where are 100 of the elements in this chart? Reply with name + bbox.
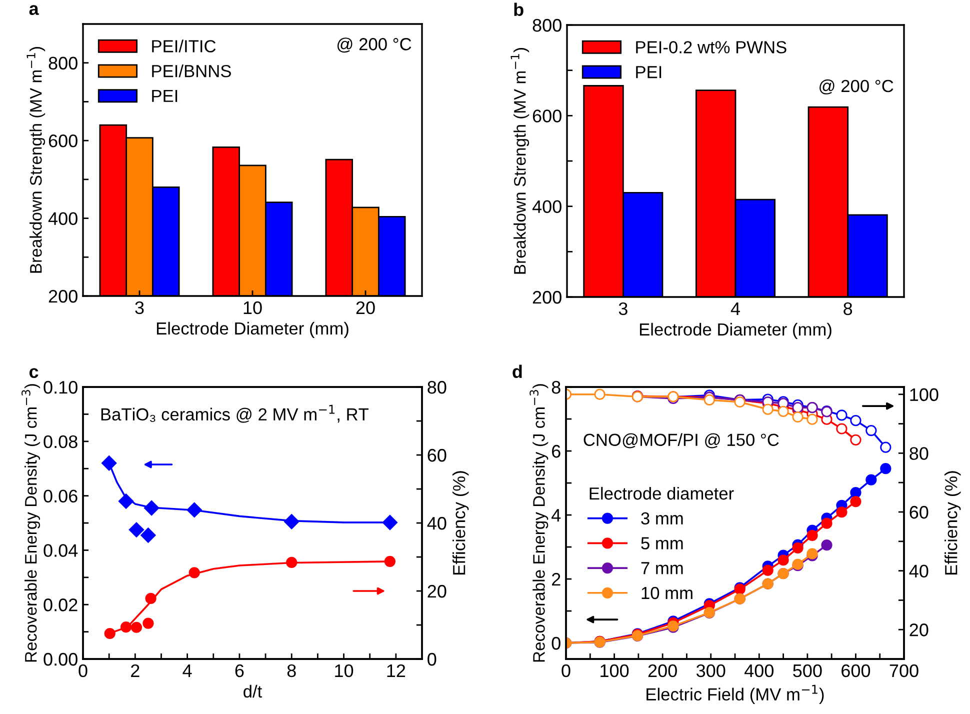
point: [880, 442, 892, 453]
y-tick-label: 6: [552, 444, 560, 458]
y-tick-label: 400: [48, 212, 78, 226]
point: [866, 474, 877, 486]
x-tick-label: 10: [244, 301, 262, 314]
y-tick-label: 0.02: [44, 598, 78, 612]
x-tick-label: 700: [890, 664, 918, 678]
y-tick-label: 400: [532, 200, 562, 214]
legend-label: PEI-0.2 wt% PWNS: [636, 41, 786, 54]
y2-tick-label: 80: [428, 380, 446, 394]
x-tick-label: 0: [562, 664, 570, 678]
x-tick-label: 300: [696, 664, 726, 678]
annotation: CNO@MOF/PI @ 150 °C: [584, 433, 779, 448]
point: [821, 518, 832, 529]
y-tick-label: 800: [48, 56, 78, 70]
point: [734, 396, 746, 408]
legend-label: 3 mm: [641, 512, 683, 525]
legend-title: Electrode diameter: [590, 486, 734, 500]
y2-tick-label: 40: [909, 564, 928, 578]
point: [880, 463, 892, 474]
x-axis-title: Electrode Diameter (mm): [156, 322, 348, 338]
x-tick-label: 4: [730, 302, 740, 315]
point: [850, 414, 862, 426]
x-tick-label: 3: [135, 301, 144, 314]
point: [762, 404, 774, 415]
y2-tick-label: 100: [910, 388, 938, 402]
x-tick-label: 6: [235, 664, 244, 678]
point: [792, 542, 804, 554]
legend-label: PEI: [636, 66, 662, 78]
y-tick-label: 0: [552, 636, 560, 650]
y-axis-title: Breakdown Strength (MV m$^{−1}$): [26, 47, 46, 273]
point: [806, 530, 818, 542]
point: [778, 406, 789, 417]
legend-label: 7 mm: [641, 562, 683, 574]
y-tick-label: 800: [532, 18, 562, 32]
legend-label: PEI: [152, 90, 178, 102]
point: [762, 564, 774, 576]
x-tick-label: 2: [131, 664, 140, 677]
legend-label: PEI/ITIC: [152, 40, 216, 52]
point: [128, 522, 144, 538]
chart-title: b: [514, 2, 524, 16]
y2-tick-label: 20: [910, 624, 928, 636]
x-tick-label: 500: [793, 664, 822, 678]
legend-label: 5 mm: [641, 537, 683, 550]
x-tick-label: 200: [648, 664, 677, 678]
y-tick-label: 8: [552, 380, 560, 394]
x-tick-label: 0: [78, 664, 88, 678]
chart-title: a: [29, 5, 39, 15]
y2-axis-title: Efficiency (%): [944, 471, 961, 574]
y-tick-label: 0.00: [44, 652, 78, 666]
y2-tick-label: 40: [427, 516, 446, 530]
y-tick-label: 4: [552, 509, 561, 522]
x-tick-label: 10: [335, 664, 354, 678]
chart-title: d: [512, 364, 522, 378]
y-tick-label: 200: [48, 290, 78, 303]
y2-tick-label: 0: [428, 652, 436, 666]
y2-axis-title: Efficiency (%): [452, 471, 469, 574]
annotation: BaTiO₃ ceramics @ 2 MV m$^{−1}$, RT: [101, 404, 369, 423]
x-tick-label: 400: [744, 664, 774, 678]
point: [821, 540, 832, 551]
point: [778, 554, 789, 566]
point: [806, 414, 818, 425]
x-axis-title: Electric Field (MV m$^{−1}$): [646, 684, 824, 704]
y2-tick-label: 60: [910, 506, 928, 519]
point: [836, 410, 848, 421]
point: [836, 506, 848, 518]
point: [704, 394, 715, 406]
chart-title: c: [29, 368, 38, 378]
y-tick-label: 200: [532, 290, 562, 304]
y-tick-label: 600: [532, 110, 562, 122]
y-tick-label: 600: [48, 134, 78, 148]
point: [850, 496, 862, 508]
x-tick-label: 600: [842, 664, 870, 678]
point: [594, 388, 606, 400]
point: [130, 622, 142, 633]
point: [102, 456, 117, 471]
y2-tick-label: 20: [428, 584, 446, 598]
y2-tick-label: 80: [910, 447, 928, 460]
y2-tick-label: 60: [428, 448, 446, 462]
y-tick-label: 0.06: [44, 490, 78, 503]
legend-label: 10 mm: [642, 586, 692, 600]
point: [140, 528, 156, 543]
y-axis-title: Breakdown Strength (MV m$^{−1}$): [510, 48, 530, 274]
annotation: @ 200 °C: [820, 79, 894, 94]
point: [866, 424, 877, 436]
point: [836, 423, 848, 434]
y-tick-label: 0.10: [44, 380, 78, 394]
y-tick-label: 0.04: [44, 544, 78, 557]
x-tick-label: 20: [356, 301, 375, 314]
x-tick-label: 3: [618, 302, 628, 316]
x-tick-label: 8: [844, 302, 852, 316]
y-tick-label: 2: [552, 572, 560, 586]
x-tick-label: 12: [387, 664, 406, 677]
y-axis-title: Recoverable Energy Density (J cm$^{−3}$): [22, 384, 40, 662]
point: [850, 487, 862, 498]
x-axis-title: Electrode Diameter (mm): [640, 322, 832, 340]
x-tick-label: 100: [600, 664, 629, 678]
y-tick-label: 0.08: [44, 435, 78, 448]
point: [142, 618, 154, 629]
point: [792, 411, 804, 423]
